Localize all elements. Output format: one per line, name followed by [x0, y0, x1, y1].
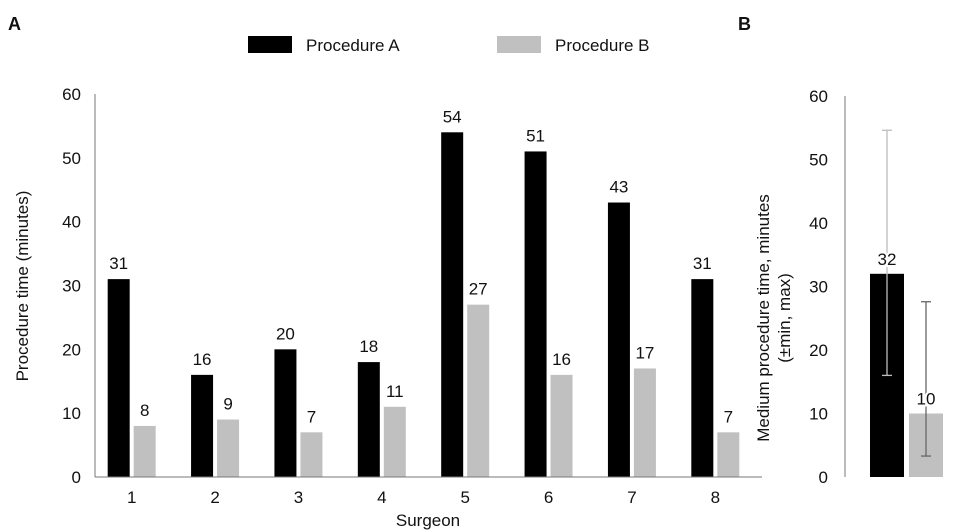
panel-a-x-axis-title: Surgeon: [396, 511, 460, 530]
bar-a: [274, 349, 297, 477]
data-label: 31: [693, 254, 712, 273]
x-tick-label: 7: [627, 488, 636, 507]
x-tick-label: 5: [460, 488, 469, 507]
legend-label: Procedure A: [306, 36, 400, 55]
bar-b: [383, 406, 406, 477]
bar-b: [717, 432, 740, 477]
y-tick-label: 30: [809, 278, 828, 297]
data-label: 7: [724, 407, 733, 426]
y-tick-label: 30: [62, 277, 81, 296]
y-tick-label: 40: [809, 214, 828, 233]
panel-a-y-axis-title: Procedure time (minutes): [13, 191, 32, 382]
bar-b: [300, 432, 323, 477]
data-label: 43: [609, 178, 628, 197]
bar-b: [133, 425, 156, 477]
data-label: 17: [635, 343, 654, 362]
data-label: 32: [878, 250, 897, 269]
data-label: 51: [526, 126, 545, 145]
bar-a: [607, 202, 630, 477]
data-label: 31: [109, 254, 128, 273]
panel-a-letter: A: [8, 14, 21, 34]
legend-label: Procedure B: [555, 36, 650, 55]
y-tick-label: 20: [62, 340, 81, 359]
panel-a: A Procedure A Procedure B 0 10 20 30 40 50 60 3…: [8, 14, 762, 530]
panel-b: B 0 10 20 30 40 50 60 32 10 Medium procedure ti…: [738, 14, 943, 487]
bar-a: [691, 279, 714, 477]
y-tick-label: 0: [72, 468, 81, 487]
y-tick-label: 50: [62, 149, 81, 168]
panel-a-y-axis: 0 10 20 30 40 50 60: [62, 85, 96, 487]
data-label: 18: [359, 337, 378, 356]
legend-swatch: [248, 36, 292, 53]
data-label: 8: [140, 401, 149, 420]
x-tick-label: 4: [377, 488, 386, 507]
x-tick-label: 6: [544, 488, 553, 507]
y-tick-label: 10: [809, 405, 828, 424]
x-tick-label: 1: [127, 488, 136, 507]
x-tick-label: 2: [210, 488, 219, 507]
legend: Procedure A Procedure B: [248, 36, 650, 55]
bar-a: [441, 132, 464, 478]
panel-b-letter: B: [738, 14, 751, 34]
panel-a-x-axis: 1 2 3 4 5 6 7 8: [95, 476, 762, 507]
data-label: 54: [443, 107, 462, 126]
y-tick-label: 20: [809, 341, 828, 360]
data-label: 20: [276, 324, 295, 343]
data-label: 9: [223, 395, 232, 414]
panel-b-bars: 32 10: [870, 129, 943, 477]
y-tick-label: 60: [62, 85, 81, 104]
bar-b: [550, 374, 573, 477]
bar-a: [191, 374, 214, 477]
bar-a: [524, 151, 547, 477]
data-label: 16: [193, 350, 212, 369]
bar-a: [357, 362, 380, 477]
data-label: 7: [307, 407, 316, 426]
data-label: 16: [552, 350, 571, 369]
data-label: 11: [386, 382, 404, 401]
panel-b-y-axis: 0 10 20 30 40 50 60: [809, 87, 846, 487]
x-tick-label: 8: [711, 488, 720, 507]
y-tick-label: 10: [62, 404, 81, 423]
x-tick-label: 3: [294, 488, 303, 507]
y-tick-label: 0: [819, 468, 828, 487]
y-tick-label: 60: [809, 87, 828, 106]
y-tick-label: 50: [809, 151, 828, 170]
legend-swatch: [497, 36, 541, 53]
panel-a-bars: 31 8 16 9 20 7 18 11 54 27 51 16 43 17 31 7: [107, 107, 740, 478]
bar-b: [467, 304, 490, 477]
data-label: 27: [469, 280, 488, 299]
bar-a: [107, 279, 130, 477]
bar-b: [633, 368, 656, 477]
data-label: 10: [917, 390, 936, 409]
bar-b: [217, 419, 240, 477]
y-tick-label: 40: [62, 213, 81, 232]
panel-b-y-axis-title-line1: Medium procedure time, minutes: [754, 194, 773, 442]
panel-b-y-axis-title-line2: (±min, max): [775, 273, 794, 363]
